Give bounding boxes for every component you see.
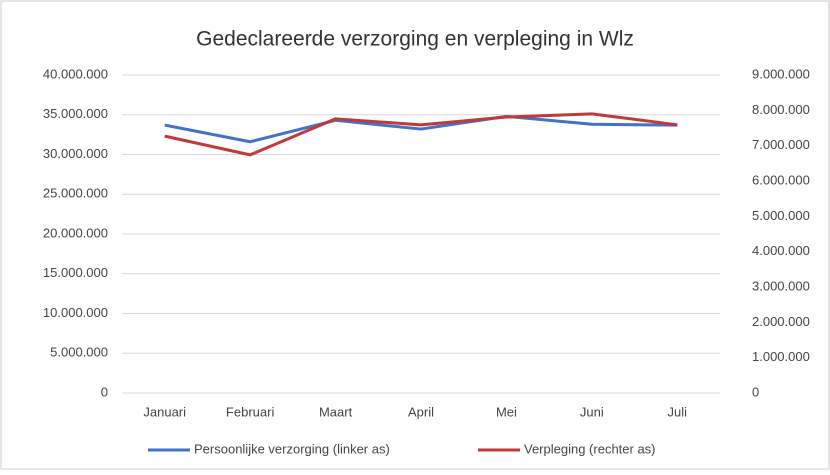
x-tick-label: Januari — [143, 404, 186, 419]
y2-tick-label: 6.000.000 — [752, 172, 810, 187]
legend-label: Persoonlijke verzorging (linker as) — [194, 441, 390, 456]
x-tick-label: Februari — [226, 404, 275, 419]
series-line — [164, 112, 678, 157]
y2-tick-label: 1.000.000 — [752, 349, 810, 364]
legend-label: Verpleging (rechter as) — [524, 441, 656, 456]
y-tick-label: 5.000.000 — [50, 345, 108, 360]
x-tick-label: Maart — [319, 404, 353, 419]
y-tick-label: 20.000.000 — [43, 225, 108, 240]
y2-tick-label: 8.000.000 — [752, 102, 810, 117]
x-tick-label: Mei — [496, 404, 517, 419]
y-tick-label: 40.000.000 — [43, 66, 108, 81]
y2-tick-label: 0 — [752, 384, 759, 399]
y2-tick-label: 4.000.000 — [752, 243, 810, 258]
y2-tick-label: 2.000.000 — [752, 314, 810, 329]
y-tick-label: 30.000.000 — [43, 146, 108, 161]
x-tick-label: Juni — [580, 404, 604, 419]
y2-tick-label: 5.000.000 — [752, 208, 810, 223]
series-line — [164, 114, 678, 144]
y-tick-label: 25.000.000 — [43, 186, 108, 201]
x-tick-label: Juli — [668, 404, 688, 419]
y2-tick-label: 3.000.000 — [752, 278, 810, 293]
x-tick-label: April — [408, 404, 434, 419]
chart-title: Gedeclareerde verzorging en verpleging i… — [196, 28, 634, 51]
y2-tick-label: 7.000.000 — [752, 137, 810, 152]
y-tick-label: 10.000.000 — [43, 305, 108, 320]
y2-tick-label: 9.000.000 — [752, 66, 810, 81]
y-tick-label: 0 — [101, 384, 108, 399]
y-tick-label: 15.000.000 — [43, 265, 108, 280]
y-tick-label: 35.000.000 — [43, 106, 108, 121]
